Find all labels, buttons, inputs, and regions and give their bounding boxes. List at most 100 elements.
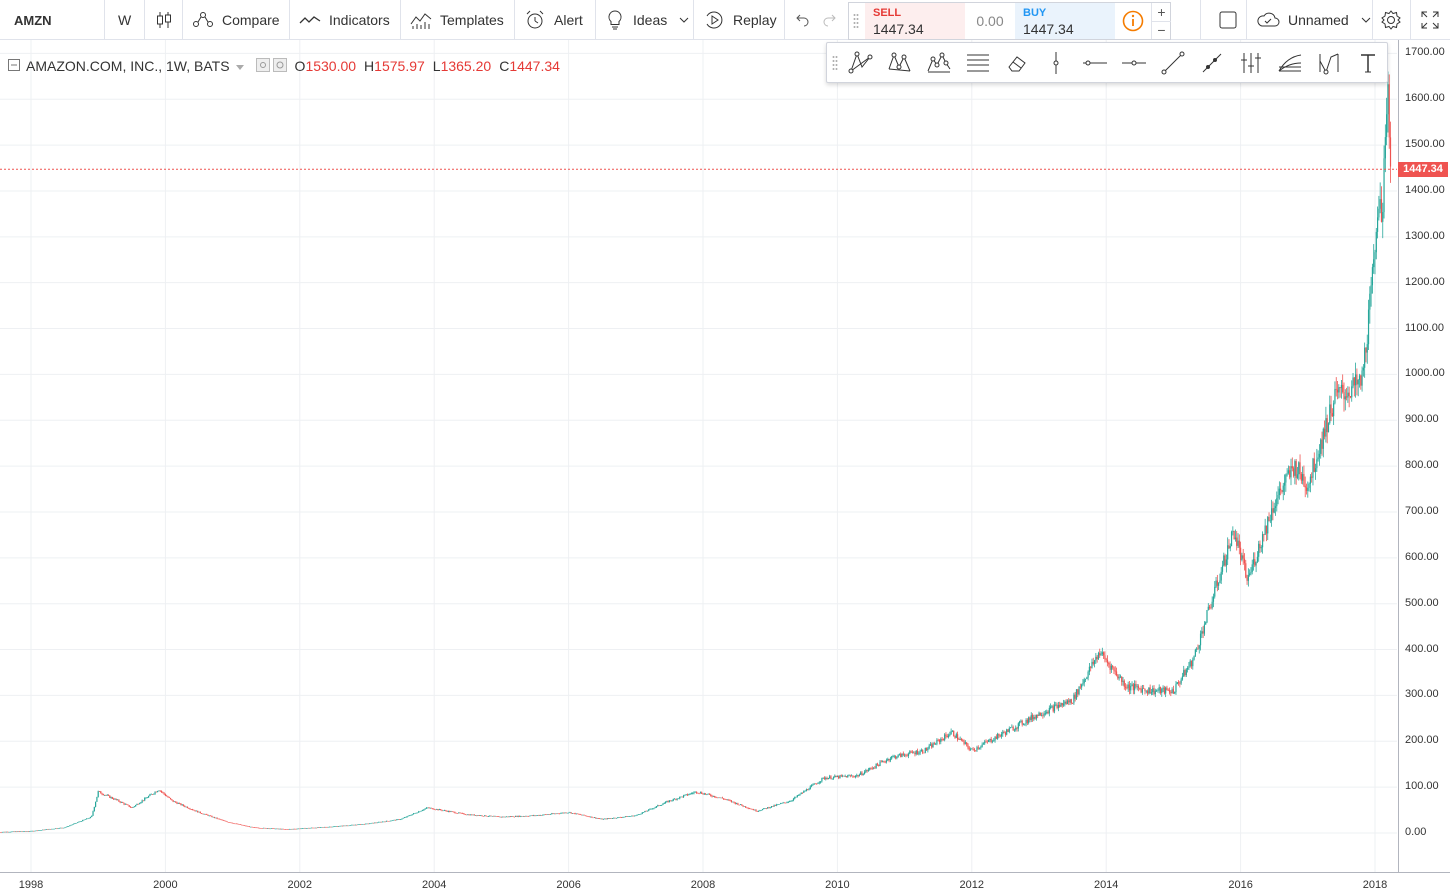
candle-body — [309, 827, 311, 829]
sell-button[interactable]: SELL 1447.34 — [865, 3, 965, 39]
drag-handle-icon[interactable] — [853, 13, 859, 34]
candle-body — [122, 802, 124, 803]
time-axis[interactable]: 1998 2000 2002 2004 2006 2008 2010 2012 2014 2016… — [0, 872, 1450, 893]
trend-line-icon[interactable] — [1157, 47, 1189, 79]
candle-body — [463, 813, 465, 815]
candle-body — [566, 812, 568, 814]
price-chart[interactable] — [0, 40, 1397, 872]
candle-body — [164, 794, 166, 796]
candlestick-series — [0, 71, 1392, 833]
pitchfork-icon[interactable] — [845, 47, 877, 79]
candle-body — [902, 753, 904, 755]
candle-body — [1376, 217, 1379, 232]
ray-icon[interactable] — [1196, 47, 1228, 79]
candle-body — [98, 791, 101, 792]
candle-body — [1216, 580, 1218, 586]
interval-button[interactable]: W — [118, 12, 132, 28]
ideas-button[interactable]: Ideas — [605, 0, 689, 40]
chart-style-button[interactable] — [155, 0, 173, 40]
candle-body — [807, 789, 809, 790]
candle-body — [879, 761, 881, 766]
candle-body — [357, 824, 359, 826]
candle-body — [334, 826, 336, 828]
gann-icon[interactable] — [1313, 47, 1345, 79]
hide-series-icon[interactable] — [255, 57, 270, 75]
candle-body — [1105, 659, 1107, 660]
candle-body — [16, 831, 18, 833]
candle-body — [1103, 652, 1105, 656]
candle-body — [1042, 715, 1044, 716]
indicators-button[interactable]: Indicators — [299, 0, 390, 40]
candle-body — [200, 813, 203, 814]
candle-body — [800, 792, 802, 794]
candle-body — [610, 818, 612, 819]
candle-body — [186, 806, 188, 808]
candle-body — [1108, 662, 1110, 665]
elliott-wave-icon[interactable] — [923, 47, 955, 79]
candle-body — [67, 826, 70, 827]
decrease-button[interactable]: − — [1152, 21, 1171, 39]
fib-retracement-icon[interactable] — [1235, 47, 1267, 79]
candle-body — [1069, 699, 1071, 703]
info-icon[interactable] — [1122, 10, 1144, 37]
price-axis[interactable]: 1700.00 1600.00 1500.00 1400.00 1300.00 1200.… — [1398, 40, 1450, 872]
candle-body — [546, 814, 548, 816]
candle-body — [1291, 466, 1293, 469]
candle-body — [602, 818, 605, 820]
candle-body — [18, 831, 20, 832]
candle-body — [150, 794, 152, 795]
settings-button[interactable] — [1380, 0, 1402, 40]
pattern-icon[interactable] — [884, 47, 916, 79]
layout-menu-button[interactable]: Unnamed — [1256, 0, 1371, 40]
candle-body — [1159, 687, 1162, 693]
candle-body — [690, 793, 692, 794]
chevron-down-icon[interactable] — [235, 58, 244, 74]
candle-body — [1011, 726, 1013, 728]
candle-body — [564, 812, 566, 814]
price-tick-label: 0.00 — [1405, 826, 1427, 838]
parallel-lines-icon[interactable] — [962, 47, 994, 79]
symbol-search[interactable]: AMZN — [14, 12, 52, 28]
fullscreen-button[interactable] — [1420, 0, 1440, 40]
candle-body — [947, 735, 950, 738]
increase-button[interactable]: + — [1157, 4, 1166, 20]
candle-body — [1168, 690, 1171, 693]
compare-button[interactable]: Compare — [192, 0, 280, 40]
candle-body — [1330, 404, 1332, 414]
candle-body — [1152, 688, 1154, 693]
time-tick-label: 2002 — [287, 879, 313, 891]
candle-body — [1068, 700, 1070, 703]
fib-fan-icon[interactable] — [1274, 47, 1306, 79]
candle-body — [1367, 309, 1370, 345]
redo-button[interactable] — [822, 0, 838, 40]
candle-body — [330, 826, 332, 828]
candle-body — [997, 733, 999, 739]
candle-body — [913, 752, 915, 754]
candle-body — [631, 815, 633, 817]
alert-button[interactable]: Alert — [524, 0, 583, 40]
candle-body — [999, 735, 1001, 737]
horizontal-ray-icon[interactable] — [1118, 47, 1150, 79]
candle-body — [425, 807, 428, 809]
text-icon[interactable] — [1352, 47, 1384, 79]
collapse-legend-icon[interactable] — [8, 58, 20, 74]
candle-body — [672, 798, 674, 801]
candle-body — [520, 816, 522, 817]
candle-body — [317, 827, 319, 828]
buy-button[interactable]: BUY 1447.34 — [1015, 3, 1115, 39]
eraser-icon[interactable] — [1001, 47, 1033, 79]
candle-body — [1004, 732, 1006, 735]
candle-body — [93, 806, 95, 812]
candle-body — [872, 767, 875, 769]
candle-body — [624, 816, 627, 817]
horizontal-line-icon[interactable] — [1079, 47, 1111, 79]
templates-button[interactable]: Templates — [410, 0, 504, 40]
candle-body — [380, 821, 382, 823]
replay-button[interactable]: Replay — [703, 0, 777, 40]
candle-body — [1194, 649, 1196, 656]
select-layout-button[interactable] — [1218, 0, 1238, 40]
series-settings-icon[interactable] — [272, 57, 287, 75]
drag-handle-icon[interactable] — [832, 55, 838, 76]
undo-button[interactable] — [794, 0, 810, 40]
vertical-line-icon[interactable] — [1040, 47, 1072, 79]
